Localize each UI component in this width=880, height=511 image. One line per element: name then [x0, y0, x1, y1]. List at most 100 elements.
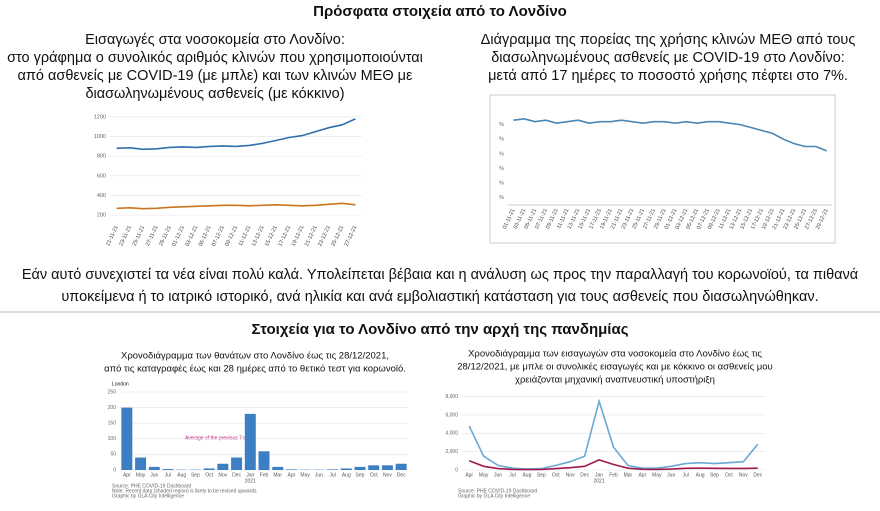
- line-series: [117, 203, 356, 208]
- x-tick-label: Nov: [566, 472, 575, 478]
- x-tick-label: Nov: [739, 472, 748, 478]
- bar: [231, 458, 242, 470]
- x-tick-label: Mar: [273, 472, 282, 478]
- paragraph: Εάν αυτό συνεχιστεί τα νέα είναι πολύ κα…: [22, 267, 858, 283]
- x-tick-label: 21-11-21: [105, 225, 120, 247]
- y-tick-label: 200: [97, 213, 106, 219]
- y-tick-label: %: [499, 137, 504, 143]
- x-tick-label: Sep: [356, 472, 365, 478]
- bar: [272, 467, 283, 470]
- y-tick-label: 150: [108, 421, 117, 427]
- caption: Εισαγωγές στα νοσοκομεία στο Λονδίνο:: [85, 32, 345, 48]
- x-tick-label: Apr: [288, 472, 296, 478]
- note: Graphic by GLA City Intelligence: [112, 493, 184, 499]
- x-tick-label: May: [136, 472, 146, 478]
- bar: [396, 464, 407, 470]
- year-label: 2021: [594, 478, 605, 484]
- x-tick-label: 13-12-21: [251, 225, 266, 248]
- caption: από τις καταγραφές έως και 28 ημέρες από…: [104, 364, 406, 375]
- x-tick-label: Aug: [522, 472, 531, 478]
- caption: Διάγραμμα της πορείας της χρήσης κλινών …: [481, 32, 856, 48]
- y-tick-label: %: [499, 181, 504, 187]
- y-tick-label: 1000: [94, 134, 106, 140]
- year-label: 2021: [245, 478, 256, 484]
- y-tick-label: %: [499, 195, 504, 201]
- x-tick-label: 15-12-21: [264, 225, 279, 248]
- x-tick-label: Oct: [205, 472, 213, 478]
- x-tick-label: Jun: [667, 472, 675, 478]
- x-tick-label: Jul: [329, 472, 335, 478]
- caption: μετά από 17 ημέρες το ποσοστό χρήσης πέφ…: [488, 68, 848, 84]
- y-tick-label: 600: [97, 173, 106, 179]
- chart-label: London: [112, 381, 129, 387]
- x-tick-label: May: [479, 472, 489, 478]
- x-tick-label: Feb: [609, 472, 618, 478]
- x-tick-label: Sep: [537, 472, 546, 478]
- y-tick-label: 250: [108, 389, 117, 395]
- y-tick-label: 100: [108, 436, 117, 442]
- y-tick-label: %: [499, 166, 504, 172]
- x-tick-label: Jun: [150, 472, 158, 478]
- caption: από ασθενείς με COVID-19 (με μπλε) και τ…: [18, 68, 413, 84]
- x-tick-label: Jul: [509, 472, 515, 478]
- bar: [121, 408, 132, 470]
- x-tick-label: Oct: [725, 472, 733, 478]
- caption: Χρονοδιάγραμμα των θανάτων στο Λονδίνο έ…: [121, 351, 389, 362]
- x-tick-label: 01-12-21: [171, 225, 186, 248]
- x-tick-label: Feb: [260, 472, 269, 478]
- x-tick-label: Jul: [682, 472, 688, 478]
- x-tick-label: 07-12-21: [211, 225, 226, 248]
- x-tick-label: 09-12-21: [224, 225, 239, 248]
- note: Graphic by GLA City Intelligence: [458, 493, 530, 499]
- y-tick-label: 8,000: [445, 394, 458, 400]
- x-tick-label: Jun: [494, 472, 502, 478]
- caption: διασωληνωμένους ασθενείς (με κόκκινο): [85, 86, 344, 102]
- caption: Χρονοδιάγραμμα των εισαγωγών στα νοσοκομ…: [468, 349, 762, 360]
- bar: [149, 467, 160, 470]
- x-tick-label: Oct: [552, 472, 560, 478]
- line-series: [117, 119, 356, 149]
- x-tick-label: 03-12-21: [185, 225, 200, 248]
- y-tick-label: 1200: [94, 114, 106, 120]
- title: Πρόσφατα στοιχεία από το Λονδίνο: [313, 3, 567, 20]
- x-tick-label: Dec: [232, 472, 241, 478]
- x-tick-label: 17-12-21: [277, 225, 292, 248]
- y-tick-label: 50: [110, 452, 116, 458]
- y-tick-label: 6,000: [445, 412, 458, 418]
- x-tick-label: 23-12-21: [317, 225, 332, 248]
- y-tick-label: 0: [113, 467, 116, 473]
- line-series: [513, 119, 826, 151]
- bar: [382, 465, 393, 470]
- x-tick-label: 27-11-21: [145, 225, 160, 247]
- y-tick-label: %: [499, 151, 504, 157]
- x-tick-label: Apr: [123, 472, 131, 478]
- x-tick-label: 05-12-21: [198, 225, 213, 248]
- x-tick-label: 19-12-21: [291, 225, 306, 248]
- bar: [217, 464, 228, 470]
- annotation: Average of the previous 7 days: [185, 435, 254, 441]
- x-tick-label: Oct: [370, 472, 378, 478]
- y-tick-label: 2,000: [445, 449, 458, 455]
- x-tick-label: Dec: [753, 472, 762, 478]
- bar: [163, 469, 174, 470]
- x-tick-label: 29-11-21: [158, 225, 173, 247]
- x-tick-label: May: [652, 472, 662, 478]
- x-tick-label: Sep: [191, 472, 200, 478]
- x-tick-label: 21-12-21: [304, 225, 319, 248]
- bar: [327, 469, 338, 470]
- x-tick-label: Aug: [342, 472, 351, 478]
- x-tick-label: Jun: [315, 472, 323, 478]
- x-tick-label: 25-12-21: [330, 225, 345, 248]
- x-tick-label: 11-12-21: [238, 225, 253, 247]
- y-tick-label: 800: [97, 154, 106, 160]
- y-tick-label: 200: [108, 405, 117, 411]
- x-tick-label: Sep: [710, 472, 719, 478]
- caption: στο γράφημα ο συνολικός αριθμός κλινών π…: [7, 50, 423, 66]
- bar: [286, 469, 297, 470]
- bar: [341, 468, 352, 470]
- bar: [204, 468, 215, 470]
- caption: διασωληνωμένους ασθενείς με COVID-19 στο…: [491, 50, 845, 66]
- x-tick-label: Nov: [218, 472, 227, 478]
